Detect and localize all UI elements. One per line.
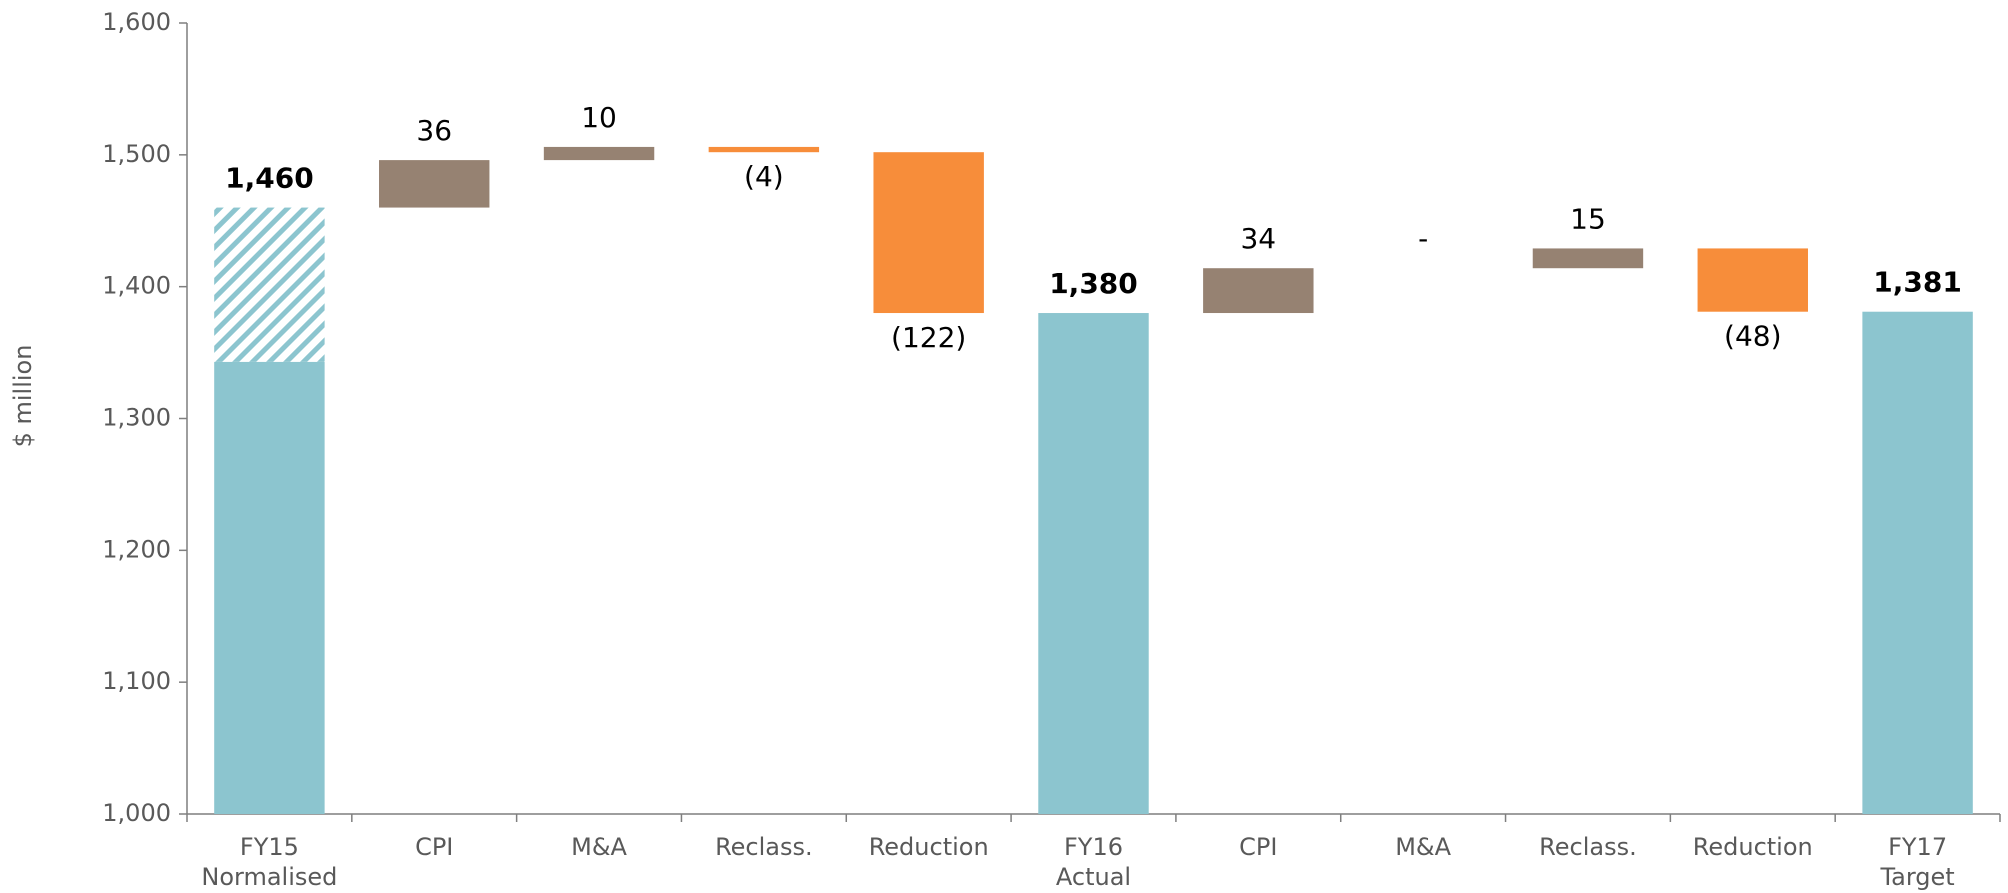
bar [1697, 248, 1808, 312]
x-tick-label: Reduction [869, 833, 989, 861]
x-tick-label: Reduction [1693, 833, 1813, 861]
x-tick-label: Target [1879, 863, 1954, 891]
value-label: (122) [891, 321, 966, 354]
y-tick-label: 1,300 [102, 404, 171, 432]
bar [1532, 248, 1644, 269]
bar [543, 146, 655, 161]
value-label: 1,460 [225, 162, 314, 195]
value-label: 36 [416, 114, 452, 147]
bar-hatched [214, 207, 325, 362]
value-label: - [1418, 222, 1428, 255]
y-tick-label: 1,100 [102, 667, 171, 695]
y-tick-label: 1,400 [102, 272, 171, 300]
x-tick-label: Reclass. [1539, 833, 1637, 861]
x-tick-label: Actual [1056, 863, 1131, 891]
bar [1203, 268, 1314, 314]
value-label: 34 [1240, 222, 1276, 255]
x-tick-label: FY16 [1064, 833, 1123, 861]
y-tick-label: 1,200 [102, 535, 171, 563]
y-tick-label: 1,600 [102, 8, 171, 36]
bar [1038, 313, 1149, 814]
x-tick-label: Normalised [201, 863, 337, 891]
x-tick-label: Reclass. [715, 833, 813, 861]
value-label: 1,381 [1873, 266, 1962, 299]
x-tick-label: CPI [415, 833, 453, 861]
bar [708, 146, 820, 153]
bar [1862, 311, 1973, 814]
value-label: 10 [581, 101, 617, 134]
bar [214, 361, 325, 814]
bar [379, 160, 490, 208]
value-label: 15 [1570, 202, 1606, 235]
y-tick-label: 1,500 [102, 140, 171, 168]
value-label: 1,380 [1049, 267, 1138, 300]
x-tick-label: FY15 [240, 833, 299, 861]
bar [873, 152, 984, 314]
y-tick-label: 1,000 [102, 799, 171, 827]
y-axis-label: $ million [9, 345, 37, 448]
value-label: (48) [1724, 320, 1781, 353]
x-tick-label: M&A [571, 833, 627, 861]
x-tick-label: FY17 [1888, 833, 1947, 861]
x-tick-label: M&A [1395, 833, 1451, 861]
x-tick-label: CPI [1239, 833, 1277, 861]
value-label: (4) [744, 160, 784, 193]
